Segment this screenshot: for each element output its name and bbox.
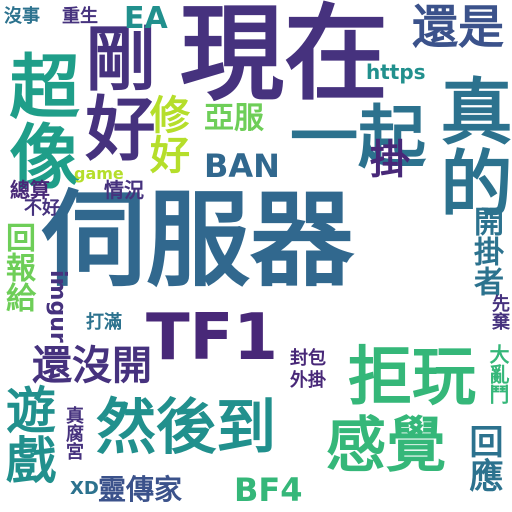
word: 真腐宮 (63, 406, 84, 460)
word: 回應 (463, 424, 503, 492)
word: 然後到 (96, 393, 276, 463)
word: 拒玩 (348, 340, 476, 415)
word: 掛 (363, 138, 410, 178)
word: 還沒開 (32, 342, 152, 389)
word: EA (124, 1, 168, 36)
word: 不好 (24, 198, 60, 219)
word: 開掛者 (468, 206, 503, 296)
word: 重生 (62, 6, 98, 27)
word: game (74, 164, 124, 183)
word: BAN (204, 147, 280, 185)
word: 沒事 (4, 6, 40, 27)
word: 伺服器 (42, 178, 355, 301)
word: 超像 (0, 50, 81, 190)
word: 亞服 (204, 101, 264, 136)
word: 打滿 (86, 312, 122, 333)
word: 修好 (143, 94, 190, 174)
word: 情況 (104, 178, 144, 202)
word: https (366, 60, 426, 84)
word: BF4 (234, 471, 303, 509)
word: 還是 (412, 0, 504, 54)
word: 先棄 (489, 294, 510, 330)
word: 大亂鬥 (486, 344, 510, 404)
word: 回報給 (0, 222, 35, 312)
word: 外掛 (290, 370, 326, 391)
word: 真的 (428, 74, 512, 218)
word: TF1 (146, 301, 278, 375)
word: 總算 (10, 178, 50, 202)
word: 現在 (180, 0, 389, 115)
word: 封包 (290, 348, 326, 369)
word: 剛好 (74, 22, 157, 162)
word: 遊戲 (0, 384, 57, 484)
word: 感覺 (326, 411, 446, 481)
word: 一起 (290, 98, 427, 178)
word: imgur (45, 270, 70, 343)
word: 靈傳家 (98, 473, 183, 506)
word: XD (70, 478, 99, 499)
